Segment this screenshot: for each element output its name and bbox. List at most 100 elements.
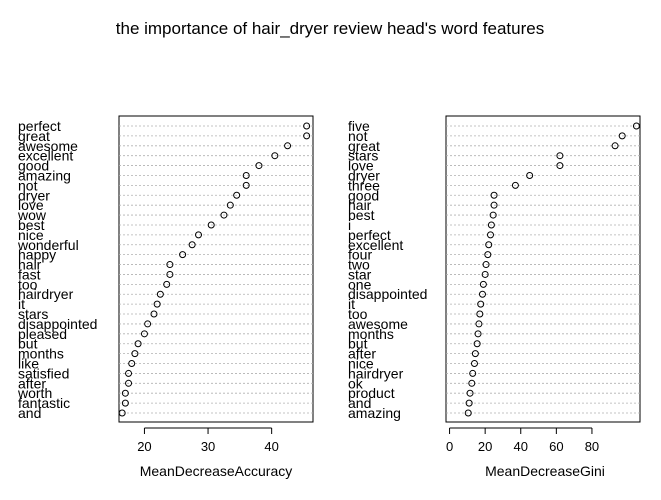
accuracy-tick-label: 20 bbox=[137, 439, 151, 454]
accuracy-row-label: dryer bbox=[18, 187, 50, 203]
accuracy-point-dryer bbox=[233, 191, 241, 199]
accuracy-row-label: fantastic bbox=[18, 395, 70, 411]
accuracy-point-happy bbox=[179, 251, 187, 259]
gini-panel: fivenotgreatstarslovedryerthreegoodhairb… bbox=[348, 115, 641, 479]
gini-row-label: stars bbox=[348, 148, 378, 164]
accuracy-row-label: excellent bbox=[18, 148, 73, 164]
gini-point-nice bbox=[470, 360, 478, 368]
accuracy-row-label: happy bbox=[18, 247, 56, 263]
gini-tick-label: 80 bbox=[585, 439, 599, 454]
accuracy-point-best bbox=[207, 221, 215, 229]
gini-point-love bbox=[556, 162, 564, 170]
accuracy-row-label: stars bbox=[18, 306, 48, 322]
gini-row-label: disappointed bbox=[348, 286, 427, 302]
gini-row-label: best bbox=[348, 207, 375, 223]
accuracy-tick-label: 40 bbox=[264, 439, 278, 454]
gini-point-hairdryer bbox=[469, 369, 477, 377]
gini-point-not bbox=[618, 132, 626, 140]
gini-row-label: but bbox=[348, 336, 368, 352]
gini-row-label: three bbox=[348, 177, 380, 193]
accuracy-row-label: good bbox=[18, 158, 49, 174]
gini-point-three bbox=[511, 181, 519, 189]
accuracy-point-love bbox=[226, 201, 234, 209]
accuracy-row-label: love bbox=[18, 197, 44, 213]
accuracy-row-label: satisfied bbox=[18, 365, 69, 381]
gini-point-dryer bbox=[526, 171, 534, 179]
accuracy-row-label: like bbox=[18, 356, 39, 372]
accuracy-x-axis-label: MeanDecreaseAccuracy bbox=[140, 463, 293, 479]
accuracy-point-not bbox=[242, 181, 250, 189]
accuracy-row-label: not bbox=[18, 177, 38, 193]
accuracy-row-label: fast bbox=[18, 266, 41, 282]
gini-x-axis: 0 20 40 60 80 bbox=[446, 427, 599, 454]
gini-row-label: great bbox=[348, 138, 380, 154]
accuracy-row-label: it bbox=[18, 296, 25, 312]
accuracy-tick-label: 30 bbox=[201, 439, 215, 454]
gini-row-label: good bbox=[348, 187, 379, 203]
accuracy-row-label: great bbox=[18, 128, 50, 144]
gini-guides bbox=[446, 125, 640, 414]
gini-point-four bbox=[484, 251, 492, 259]
accuracy-row-label: pleased bbox=[18, 326, 67, 342]
accuracy-point-it bbox=[153, 300, 161, 308]
gini-point-awesome bbox=[475, 320, 483, 328]
accuracy-row-label: and bbox=[18, 405, 41, 421]
accuracy-point-awesome bbox=[284, 142, 292, 150]
accuracy-row-label: best bbox=[18, 217, 45, 233]
gini-point-too bbox=[476, 310, 484, 318]
accuracy-point-good bbox=[255, 162, 263, 170]
accuracy-plot-frame bbox=[118, 115, 314, 423]
accuracy-point-after bbox=[125, 379, 133, 387]
gini-row-label: excellent bbox=[348, 237, 403, 253]
gini-point-five bbox=[632, 122, 640, 130]
accuracy-point-like bbox=[128, 360, 136, 368]
gini-point-ok bbox=[468, 379, 476, 387]
gini-row-label: star bbox=[348, 266, 372, 282]
gini-point-but bbox=[473, 340, 481, 348]
gini-point-after bbox=[471, 350, 479, 358]
gini-row-label: hair bbox=[348, 197, 372, 213]
gini-row-labels: fivenotgreatstarslovedryerthreegoodhairb… bbox=[348, 118, 427, 421]
gini-point-amazing bbox=[464, 409, 472, 417]
gini-row-label: four bbox=[348, 247, 372, 263]
accuracy-point-and bbox=[118, 409, 126, 417]
gini-row-label: five bbox=[348, 118, 370, 134]
accuracy-row-label: months bbox=[18, 346, 64, 362]
accuracy-x-axis: 20 30 40 bbox=[137, 427, 279, 454]
accuracy-point-but bbox=[134, 340, 142, 348]
gini-row-label: after bbox=[348, 346, 376, 362]
gini-row-label: awesome bbox=[348, 316, 408, 332]
gini-row-label: love bbox=[348, 158, 374, 174]
gini-point-great bbox=[611, 142, 619, 150]
gini-row-label: i bbox=[348, 217, 351, 233]
gini-point-months bbox=[474, 330, 482, 338]
accuracy-panel: perfectgreatawesomeexcellentgoodamazingn… bbox=[17, 115, 314, 479]
gini-row-label: perfect bbox=[348, 227, 391, 243]
gini-row-label: too bbox=[348, 306, 368, 322]
gini-row-label: nice bbox=[348, 356, 374, 372]
accuracy-point-wonderful bbox=[188, 241, 196, 249]
gini-row-label: hairdryer bbox=[348, 365, 404, 381]
accuracy-row-label: but bbox=[18, 336, 38, 352]
gini-point-stars bbox=[556, 152, 564, 160]
gini-row-label: ok bbox=[348, 375, 364, 391]
accuracy-point-wow bbox=[220, 211, 228, 219]
accuracy-row-label: hairdryer bbox=[18, 286, 74, 302]
accuracy-point-stars bbox=[150, 310, 158, 318]
gini-row-label: it bbox=[348, 296, 355, 312]
accuracy-row-label: perfect bbox=[18, 118, 61, 134]
gini-point-two bbox=[482, 261, 490, 269]
gini-tick-label: 40 bbox=[514, 439, 528, 454]
accuracy-point-fantastic bbox=[121, 399, 129, 407]
accuracy-point-amazing bbox=[242, 171, 250, 179]
accuracy-row-label: nice bbox=[18, 227, 44, 243]
gini-row-label: two bbox=[348, 257, 370, 273]
gini-x-axis-label: MeanDecreaseGini bbox=[485, 463, 605, 479]
gini-point-good bbox=[490, 191, 498, 199]
accuracy-point-hair bbox=[166, 261, 174, 269]
accuracy-point-hairdryer bbox=[156, 290, 164, 298]
gini-point-it bbox=[477, 300, 485, 308]
accuracy-row-label: too bbox=[18, 276, 38, 292]
accuracy-points bbox=[118, 122, 311, 417]
